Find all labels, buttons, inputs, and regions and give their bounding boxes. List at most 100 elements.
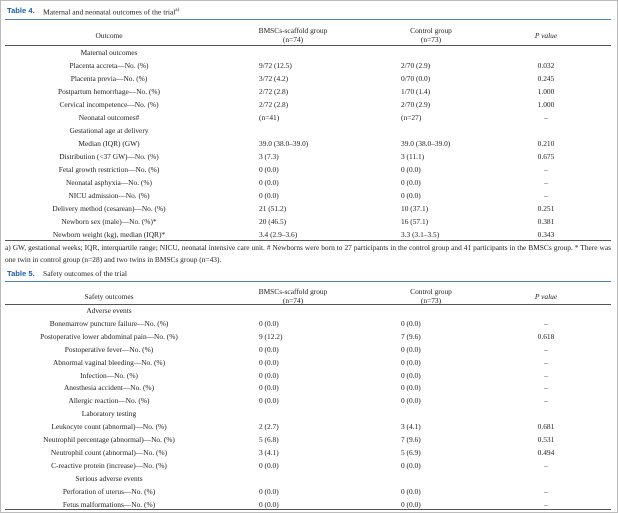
- cell: 0.032: [537, 61, 555, 70]
- cell: 0 (0.0): [401, 396, 421, 406]
- cell: –: [544, 396, 548, 406]
- row-label: Neonatal outcomes#: [78, 113, 140, 122]
- cell: 0.245: [537, 74, 555, 83]
- row-label: Newborn weight (kg), median (IQR)*: [52, 230, 166, 239]
- cell: 0 (0.0): [259, 460, 279, 470]
- row-label: Serious adverse events: [75, 473, 143, 483]
- cell: 3 (4.1): [259, 447, 279, 457]
- row-label: Postpartum hemorrhage—No. (%): [57, 87, 161, 96]
- cell: 3 (7.3): [259, 152, 279, 161]
- cell: 2/70 (2.9): [401, 61, 431, 70]
- cell: 0.681: [537, 422, 555, 432]
- cell: 0.210: [537, 139, 555, 148]
- row-label: Neonatal asphyxia—No. (%): [66, 178, 152, 187]
- cell: 0 (0.0): [259, 499, 279, 509]
- row-label: Newborn sex (male)—No. (%)*: [61, 217, 157, 226]
- column-header: P value: [534, 292, 558, 301]
- column-n: (n=74): [282, 296, 304, 305]
- column-n: (n=73): [420, 35, 442, 44]
- rule: [5, 240, 611, 241]
- cell: 0 (0.0): [259, 357, 279, 367]
- cell: 0.494: [537, 447, 555, 457]
- table-label: Table 5.: [7, 269, 35, 278]
- rule: [5, 304, 611, 305]
- cell: 0.251: [537, 204, 555, 213]
- cell: –: [544, 344, 548, 354]
- row-label: Placenta accreta—No. (%): [69, 61, 149, 70]
- cell: –: [544, 191, 548, 200]
- row-label: Maternal outcomes: [80, 48, 138, 57]
- rule: [5, 281, 611, 282]
- footnote: a) GW, gestational weeks; IQR, interquar…: [5, 243, 611, 264]
- cell: 0 (0.0): [259, 165, 279, 174]
- cell: –: [544, 499, 548, 509]
- cell: 0.531: [537, 435, 555, 444]
- table-title: Maternal and neonatal outcomes of the tr…: [43, 7, 180, 17]
- column-header: P value: [534, 31, 558, 40]
- cell: 2/72 (2.8): [259, 100, 289, 109]
- row-label: Anesthesia accident—No. (%): [63, 383, 155, 393]
- cell: 0 (0.0): [259, 486, 279, 496]
- row-label: Delivery method (cesarean)—No. (%): [52, 204, 166, 213]
- title-note: a): [175, 8, 180, 13]
- cell: (n=41): [259, 113, 280, 122]
- cell: 3.4 (2.9–3.6): [259, 230, 298, 239]
- cell: 9/72 (12.5): [259, 61, 292, 70]
- cell: 2 (2.7): [259, 422, 279, 432]
- row-label: Neutrophil percentage (abnormal)—No. (%): [43, 435, 175, 444]
- cell: 9 (12.2): [259, 331, 283, 341]
- cell: –: [544, 113, 548, 122]
- row-label: Perforation of uterus—No. (%): [62, 486, 156, 496]
- cell: 20 (46.5): [259, 217, 287, 226]
- cell: 0.675: [537, 152, 555, 161]
- cell: 5 (6.9): [401, 447, 421, 457]
- cell: 1.000: [537, 100, 555, 109]
- row-label: Leukocyte count (abnormal)—No. (%): [51, 422, 167, 432]
- cell: 5 (6.8): [259, 435, 279, 444]
- row-label: Infection—No. (%): [80, 370, 138, 380]
- row-label: Laboratory testing: [81, 409, 137, 419]
- cell: –: [544, 460, 548, 470]
- cell: –: [544, 370, 548, 380]
- cell: 0 (0.0): [259, 318, 279, 328]
- column-header: Control group: [410, 287, 452, 296]
- cell: 0 (0.0): [401, 486, 421, 496]
- rule: [5, 509, 611, 510]
- cell: 0.381: [537, 217, 555, 226]
- column-header: Safety outcomes: [84, 292, 134, 301]
- cell: 3 (4.1): [401, 422, 421, 432]
- cell: 2/72 (2.8): [259, 87, 289, 96]
- rule: [5, 19, 611, 20]
- row-label: Neutrophil count (abnormal)—No. (%): [50, 447, 168, 457]
- table-label: Table 4.: [7, 6, 35, 15]
- column-n: (n=73): [420, 296, 442, 305]
- row-label: C-reactive protein (increase)—No. (%): [51, 460, 167, 470]
- cell: 0 (0.0): [401, 460, 421, 470]
- cell: 0 (0.0): [401, 344, 421, 354]
- row-label: NICU admission—No. (%): [68, 191, 150, 200]
- cell: 21 (51.2): [259, 204, 287, 213]
- column-header: BMSCs-scaffold group: [258, 26, 328, 35]
- cell: 39.0 (38.0–39.0): [259, 139, 309, 148]
- row-label: Postoperative fever—No. (%): [64, 344, 154, 354]
- row-label: Fetus malformations—No. (%): [62, 499, 156, 509]
- cell: (n=27): [401, 113, 422, 122]
- cell: 0 (0.0): [401, 178, 421, 187]
- cell: –: [544, 165, 548, 174]
- cell: 0 (0.0): [401, 357, 421, 367]
- cell: 0 (0.0): [259, 178, 279, 187]
- column-n: (n=74): [282, 35, 304, 44]
- cell: 2/70 (2.9): [401, 100, 431, 109]
- table-title: Safety outcomes of the trial: [43, 269, 127, 278]
- cell: 1/70 (1.4): [401, 87, 431, 96]
- row-label: Fetal growth restriction—No. (%): [58, 165, 160, 174]
- cell: 7 (9.6): [401, 435, 421, 444]
- cell: 3.3 (3.1–3.5): [401, 230, 440, 239]
- column-header: Outcome: [95, 31, 123, 40]
- cell: 0 (0.0): [401, 370, 421, 380]
- cell: 0 (0.0): [401, 499, 421, 509]
- cell: 3/72 (4.2): [259, 74, 289, 83]
- cell: 16 (57.1): [401, 217, 429, 226]
- cell: 0.618: [537, 331, 555, 341]
